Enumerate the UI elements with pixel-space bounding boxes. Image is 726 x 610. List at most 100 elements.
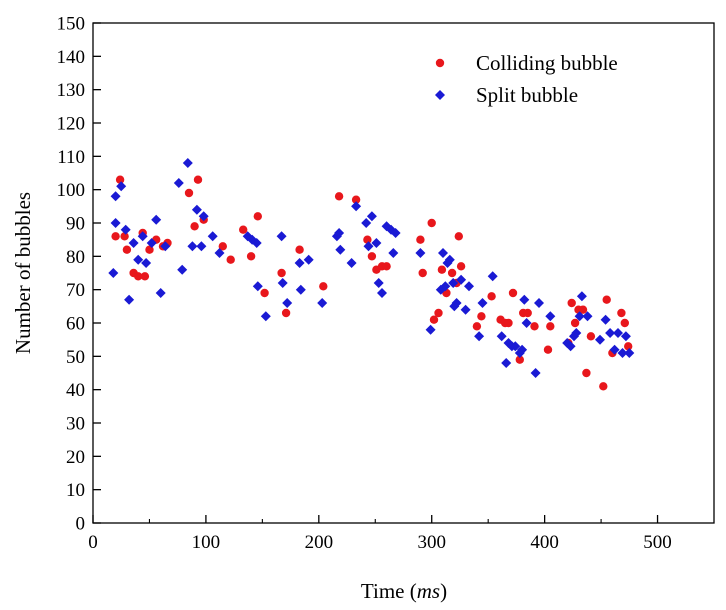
colliding-bubble-point xyxy=(246,252,256,261)
colliding-bubble-point xyxy=(515,355,524,364)
split-bubble-point xyxy=(317,298,328,308)
split-bubble-point xyxy=(191,204,202,215)
y-tick-label: 130 xyxy=(57,80,86,101)
split-bubble-point xyxy=(363,241,374,252)
colliding-bubble-point xyxy=(427,218,436,228)
colliding-bubble-point xyxy=(530,322,539,331)
y-tick-label: 140 xyxy=(57,47,86,68)
split-bubble-point xyxy=(173,178,184,188)
split-bubble-point xyxy=(141,258,152,268)
colliding-bubble-point xyxy=(281,308,291,318)
split-bubble-point xyxy=(530,368,541,378)
split-bubble-point xyxy=(474,331,485,342)
x-tick-label: 400 xyxy=(530,532,559,553)
split-bubble-point xyxy=(120,224,131,235)
colliding-bubble-point xyxy=(624,342,633,351)
y-tick-label: 150 xyxy=(57,14,86,35)
colliding-bubble-point xyxy=(351,195,361,204)
y-tick-label: 110 xyxy=(57,147,85,168)
split-bubble-point xyxy=(438,248,448,258)
split-bubble-point xyxy=(361,218,372,228)
colliding-bubble-point xyxy=(184,188,194,198)
colliding-bubble-point xyxy=(418,268,427,278)
split-bubble-point xyxy=(571,328,582,338)
colliding-bubble-point xyxy=(570,318,580,328)
colliding-bubble-point xyxy=(546,322,555,331)
split-bubble-point xyxy=(116,181,127,192)
y-tick-label: 60 xyxy=(66,314,85,335)
y-tick-label: 100 xyxy=(57,180,86,201)
colliding-bubble-point xyxy=(122,245,132,254)
split-bubble-point xyxy=(251,238,262,248)
split-bubble-point xyxy=(477,298,488,308)
colliding-bubble-point xyxy=(620,318,629,328)
legend-label-colliding: Colliding bubble xyxy=(476,51,618,75)
split-bubble-point xyxy=(582,311,593,322)
y-tick-label: 10 xyxy=(66,480,85,501)
split-bubble-point xyxy=(440,281,451,292)
split-bubble-point xyxy=(574,311,585,322)
colliding-bubble-point xyxy=(456,262,466,271)
y-tick-label: 120 xyxy=(57,114,86,135)
split-bubble-point xyxy=(196,241,207,252)
split-bubble-point xyxy=(496,331,507,342)
y-tick-label: 90 xyxy=(66,214,85,235)
y-tick-label: 70 xyxy=(66,280,85,301)
split-bubble-point xyxy=(160,241,171,252)
split-bubble-point xyxy=(110,218,121,228)
split-bubble-point xyxy=(415,248,426,258)
colliding-bubble-point xyxy=(134,272,143,281)
legend: Colliding bubble Split bubble xyxy=(435,51,618,107)
colliding-bubble-point xyxy=(260,288,269,298)
split-bubble-point xyxy=(366,211,377,222)
colliding-bubble-point xyxy=(599,382,608,391)
colliding-bubble-point xyxy=(523,308,532,318)
colliding-bubble-point xyxy=(115,175,125,184)
legend-marker-colliding xyxy=(435,58,445,68)
split-bubble-point xyxy=(624,348,635,358)
split-bubble-point xyxy=(519,294,530,305)
split-bubble-point xyxy=(177,264,188,275)
y-tick-label: 80 xyxy=(66,247,85,268)
split-bubble-point xyxy=(294,258,305,268)
split-bubble-point xyxy=(448,278,459,288)
split-bubble-point xyxy=(613,328,623,338)
split-bubble-point xyxy=(155,288,166,298)
x-axis-title-unit: ms xyxy=(417,579,440,603)
colliding-bubble-point xyxy=(586,332,596,341)
split-bubble-point xyxy=(451,298,462,308)
y-tick-label: 0 xyxy=(76,514,86,535)
split-bubble-point xyxy=(521,318,532,328)
x-axis-title: Time (ms) xyxy=(361,579,447,603)
split-bubble-point xyxy=(565,341,576,352)
split-bubble-point xyxy=(303,254,314,265)
split-bubble-point xyxy=(187,241,198,252)
colliding-bubble-point xyxy=(319,282,328,291)
colliding-bubble-point xyxy=(487,292,496,301)
split-bubble-point xyxy=(108,268,119,278)
split-bubble-point xyxy=(260,311,271,322)
y-axis-title: Number of bubbles xyxy=(11,192,35,354)
x-tick-label: 100 xyxy=(192,532,221,553)
legend-marker-split xyxy=(435,90,445,100)
split-bubble-point xyxy=(124,294,135,305)
colliding-bubble-point xyxy=(416,235,425,244)
split-bubble-point xyxy=(460,304,471,315)
split-bubble-point xyxy=(137,231,148,242)
colliding-bubble-point xyxy=(218,242,227,251)
split-bubble-point xyxy=(425,324,436,335)
split-bubble-point xyxy=(207,231,218,242)
colliding-bubble-point xyxy=(295,245,304,254)
split-bubble-point xyxy=(388,248,399,258)
colliding-bubble-point xyxy=(617,308,626,318)
split-bubble-point xyxy=(377,288,387,298)
colliding-bubble-point xyxy=(253,212,262,221)
split-bubble-point xyxy=(277,278,288,288)
split-bubble-point xyxy=(456,274,467,285)
x-tick-label: 300 xyxy=(417,532,446,553)
split-bubble-point xyxy=(151,214,162,225)
colliding-bubble-point xyxy=(504,318,513,328)
x-tick-label: 500 xyxy=(643,532,672,553)
colliding-bubble-point xyxy=(602,295,611,304)
